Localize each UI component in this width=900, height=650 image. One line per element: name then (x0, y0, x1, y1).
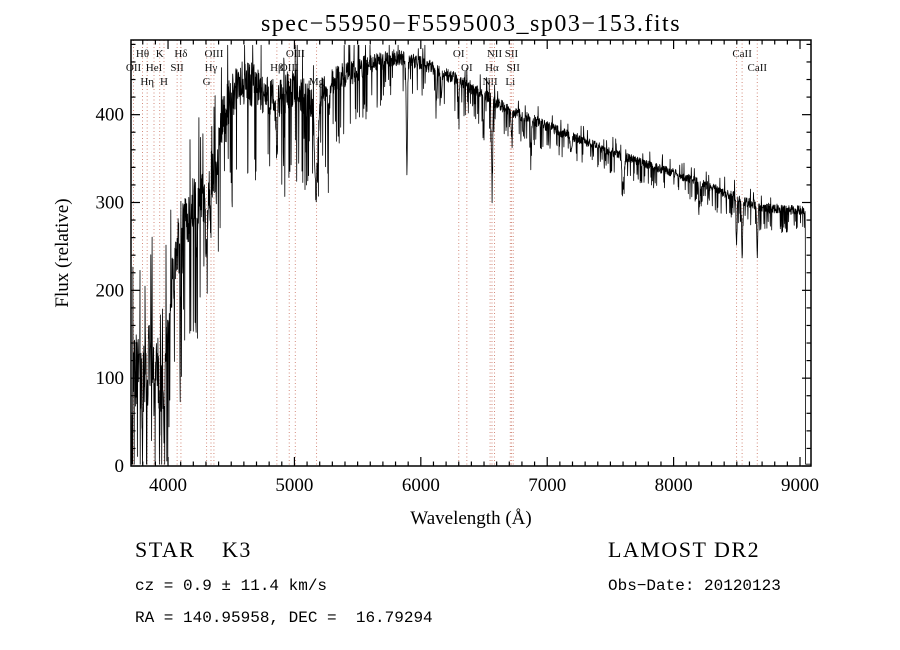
spectrum-series (131, 44, 811, 465)
spectral-line-label: Mg (309, 76, 325, 88)
axes: 4000 5000 6000 7000 8000 9000 0 100 200 300 400 (96, 39, 819, 496)
spectral-line-label: OIII (204, 48, 223, 60)
spectral-line-label: Hθ (136, 48, 149, 60)
plot-title: spec−55950−F5595003_sp03−153.fits (261, 11, 681, 37)
spectral-line-label: SII (505, 48, 519, 60)
spectral-line-label: Hγ (205, 62, 218, 74)
obs-date: Obs−Date: 20120123 (608, 577, 781, 595)
y-axis-label: Flux (relative) (52, 198, 73, 307)
x-tick-label: 8000 (655, 475, 693, 496)
spectral-line-label: Hη (140, 76, 154, 88)
x-tick-label: 7000 (528, 475, 566, 496)
spectral-line-label: HeI (146, 62, 163, 74)
spectral-line-label: OI (453, 48, 465, 60)
spectral-line-label: Hδ (174, 48, 187, 60)
spectral-line-label: NII (487, 48, 503, 60)
coordinates: RA = 140.95958, DEC = 16.79294 (135, 609, 433, 627)
spectral-line-label: SII (170, 62, 184, 74)
spectrum-trace (131, 44, 811, 465)
x-tick-label: 5000 (275, 475, 313, 496)
x-tick-label: 6000 (402, 475, 440, 496)
y-tick-label: 0 (115, 456, 125, 477)
spectral-line-label: K (156, 48, 164, 60)
x-axis-label: Wavelength (Å) (410, 508, 531, 529)
cz-value: cz = 0.9 ± 11.4 km/s (135, 577, 327, 595)
object-class-label: STAR (135, 537, 195, 562)
spectral-line-label: OII (126, 62, 142, 74)
spectral-line-label: Hα (485, 62, 499, 74)
object-subclass-label: K3 (222, 537, 252, 562)
survey-label: LAMOST DR2 (608, 537, 760, 562)
y-tick-label: 400 (96, 105, 125, 126)
spectral-line-label: CaII (732, 48, 752, 60)
spectral-line-label: G (203, 76, 211, 88)
y-tick-label: 300 (96, 192, 125, 213)
spectral-line-label: CaII (748, 62, 768, 74)
y-tick-label: 200 (96, 280, 125, 301)
spectral-line-label: NII (482, 76, 498, 88)
x-tick-label: 4000 (149, 475, 187, 496)
spectral-line-label: OIII (280, 62, 299, 74)
spectral-line-label: Li (505, 76, 515, 88)
spectral-line-label: SII (506, 62, 520, 74)
spectral-line-label: H (160, 76, 168, 88)
x-tick-label: 9000 (781, 475, 819, 496)
spectral-line-label: Hβ (270, 62, 284, 74)
y-tick-label: 100 (96, 368, 125, 389)
